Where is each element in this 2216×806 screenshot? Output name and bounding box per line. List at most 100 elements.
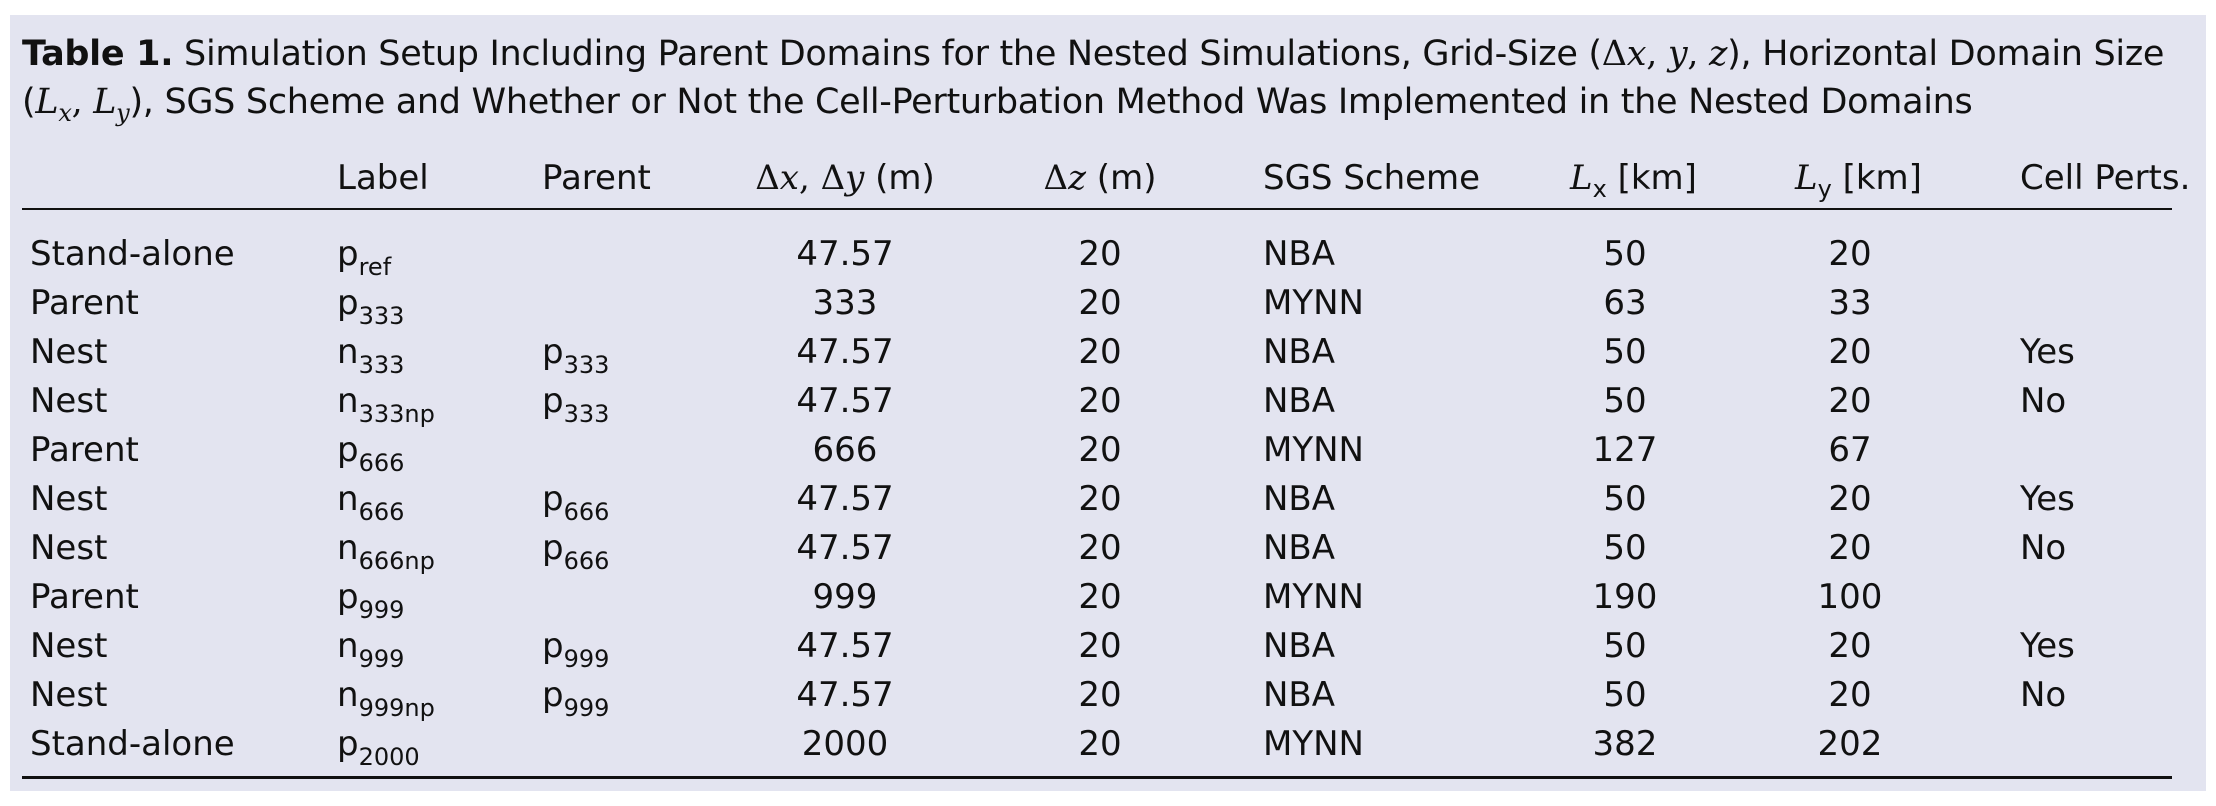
row-type: Parent (30, 283, 139, 323)
row-label: p666 (337, 426, 405, 477)
header-ly: Ly [km] (1795, 154, 1922, 203)
caption-var-x: x (1626, 34, 1647, 74)
row-lx: 50 (1603, 528, 1647, 568)
header-dy-var: y (845, 158, 865, 198)
row-ly: 20 (1828, 479, 1872, 519)
row-dz: 20 (1078, 675, 1122, 715)
table-header-row: Label Parent Δx, Δy (m) Δz (m) SGS Schem… (0, 154, 2216, 202)
row-label-base: n (337, 675, 359, 715)
row-parent-base: p (542, 381, 564, 421)
row-label-sub: 666np (358, 547, 435, 575)
row-label: n999np (337, 671, 435, 720)
row-cell-perts: Yes (2020, 479, 2075, 519)
row-label: n333 (337, 328, 404, 377)
caption-sub-x: x (58, 99, 72, 127)
row-type: Parent (30, 577, 139, 617)
row-lx: 50 (1603, 479, 1647, 519)
row-dz: 20 (1078, 234, 1122, 274)
row-dz: 20 (1078, 626, 1122, 666)
row-label-sub: 999 (358, 645, 405, 673)
header-ly-base: L (1795, 158, 1818, 198)
row-label-sub: 2000 (358, 743, 420, 771)
row-parent-sub: 666 (563, 498, 610, 526)
row-label-sub: 333 (358, 302, 405, 330)
caption-var-lx: L (35, 82, 59, 122)
row-label-base: n (337, 528, 359, 568)
header-dx-delta: Δ (755, 158, 780, 198)
bottom-rule (22, 776, 2172, 779)
row-ly: 20 (1828, 381, 1872, 421)
row-dx: 47.57 (796, 234, 894, 274)
row-dx: 47.57 (796, 381, 894, 421)
caption-var-y: y (1667, 34, 1688, 74)
row-ly: 20 (1828, 332, 1872, 372)
row-ly: 67 (1828, 430, 1872, 470)
row-parent-base: p (542, 528, 564, 568)
table-row: Nest n666 p666 47.57 20 NBA 50 20 Yes (0, 475, 2216, 526)
caption-text-3: ), SGS Scheme and Whether or Not the Cel… (129, 82, 1973, 122)
row-dx: 47.57 (796, 332, 894, 372)
row-dz: 20 (1078, 724, 1122, 764)
header-parent: Parent (542, 158, 651, 198)
header-ly-sub: y (1817, 174, 1832, 203)
row-ly: 202 (1817, 724, 1883, 764)
table-row: Stand-alone pref 47.57 20 NBA 50 20 (0, 230, 2216, 279)
row-dz: 20 (1078, 283, 1122, 323)
caption-sep-2: , (1687, 34, 1709, 74)
row-sgs: NBA (1263, 381, 1336, 421)
row-label-base: n (337, 479, 359, 519)
row-sgs: NBA (1263, 528, 1336, 568)
row-lx: 63 (1603, 283, 1647, 323)
header-dz: Δz (m) (1040, 154, 1160, 202)
row-dx: 47.57 (796, 528, 894, 568)
header-lx-base: L (1570, 158, 1593, 198)
table-row: Nest n666np p666 47.57 20 NBA 50 20 No (0, 524, 2216, 575)
row-sgs: NBA (1263, 234, 1336, 274)
table-row: Parent p333 333 20 MYNN 63 33 (0, 279, 2216, 330)
header-dx-var: x (779, 158, 799, 198)
row-sgs: NBA (1263, 332, 1336, 372)
header-lx-sub: x (1592, 174, 1607, 203)
table-caption: Table 1. Simulation Setup Including Pare… (22, 30, 2172, 126)
row-parent: p333 (542, 328, 609, 377)
table-panel (10, 15, 2206, 791)
row-sgs: MYNN (1263, 283, 1364, 323)
header-dz-unit: (m) (1086, 158, 1157, 198)
caption-text-1: Simulation Setup Including Parent Domain… (173, 34, 1602, 74)
row-label: n666 (337, 475, 405, 526)
row-label-sub: 666 (358, 449, 405, 477)
caption-sep-1: , (1646, 34, 1668, 74)
row-lx: 127 (1592, 430, 1658, 470)
row-label: pref (337, 230, 391, 279)
row-parent-sub: 999 (563, 694, 610, 722)
row-dx: 47.57 (796, 675, 894, 715)
header-dz-var: z (1068, 158, 1086, 198)
row-ly: 33 (1828, 283, 1872, 323)
row-label-base: p (337, 430, 359, 470)
row-dx: 2000 (801, 724, 889, 764)
caption-label: Table 1. (22, 34, 174, 74)
header-grid-size: Δx, Δy (m) (745, 154, 945, 202)
row-type: Nest (30, 675, 108, 715)
row-label: p999 (337, 573, 404, 622)
header-lx: Lx [km] (1570, 154, 1697, 203)
row-lx: 50 (1603, 675, 1647, 715)
row-parent-base: p (542, 626, 564, 666)
row-label-sub: 666 (358, 498, 405, 526)
row-sgs: MYNN (1263, 430, 1364, 470)
row-parent-base: p (542, 332, 564, 372)
header-lx-unit: [km] (1606, 158, 1697, 198)
header-rule (22, 208, 2172, 210)
header-sgs: SGS Scheme (1263, 158, 1481, 198)
header-ly-unit: [km] (1831, 158, 1922, 198)
row-dz: 20 (1078, 528, 1122, 568)
row-label-base: n (337, 381, 359, 421)
row-lx: 50 (1603, 234, 1647, 274)
row-dz: 20 (1078, 430, 1122, 470)
row-parent-base: p (542, 675, 564, 715)
row-dx: 333 (812, 283, 878, 323)
row-sgs: MYNN (1263, 577, 1364, 617)
row-parent: p999 (542, 671, 610, 722)
row-sgs: NBA (1263, 479, 1336, 519)
row-type: Stand-alone (30, 724, 235, 764)
